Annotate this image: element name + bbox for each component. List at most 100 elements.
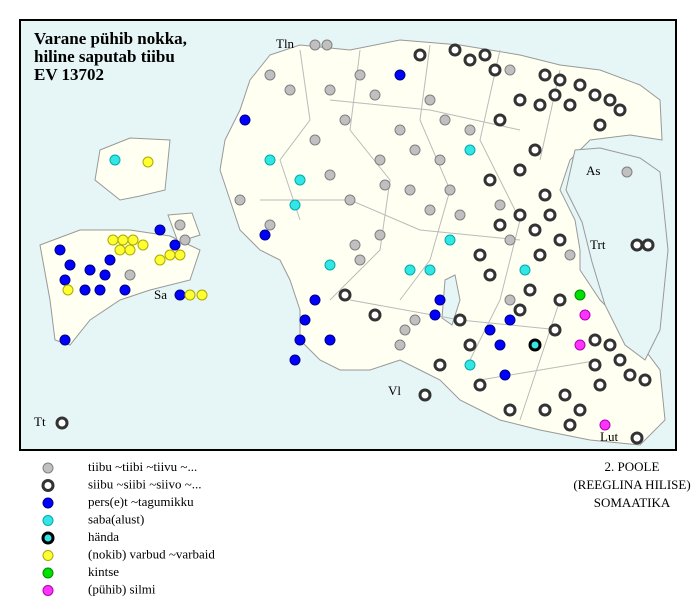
location-dot bbox=[444, 234, 456, 246]
location-dot bbox=[409, 144, 421, 156]
location-dot bbox=[234, 194, 246, 206]
location-dot bbox=[174, 219, 186, 231]
location-dot bbox=[142, 156, 154, 168]
legend-symbol bbox=[41, 531, 55, 545]
place-label: Vl bbox=[388, 383, 401, 398]
location-dot bbox=[528, 338, 542, 352]
location-dot bbox=[543, 208, 557, 222]
location-dot bbox=[513, 208, 527, 222]
location-dot bbox=[528, 143, 542, 157]
location-dot bbox=[463, 53, 477, 67]
location-dot bbox=[630, 431, 644, 445]
location-dot bbox=[434, 154, 446, 166]
location-dot bbox=[464, 124, 476, 136]
location-dot bbox=[494, 339, 506, 351]
location-dot bbox=[169, 239, 181, 251]
location-dot bbox=[124, 244, 136, 256]
location-dot bbox=[354, 254, 366, 266]
location-dot bbox=[444, 184, 456, 196]
location-dot bbox=[548, 88, 562, 102]
location-dot bbox=[464, 144, 476, 156]
location-dot bbox=[349, 239, 361, 251]
note: 2. POOLE bbox=[605, 459, 660, 474]
location-dot bbox=[574, 289, 586, 301]
location-dot bbox=[588, 88, 602, 102]
legend-symbol bbox=[41, 479, 55, 492]
location-dot bbox=[174, 249, 186, 261]
location-dot bbox=[533, 248, 547, 262]
location-dot bbox=[294, 174, 306, 186]
location-dot bbox=[424, 204, 436, 216]
place-label: Tt bbox=[34, 414, 46, 429]
hiiumaa bbox=[94, 137, 171, 201]
location-dot bbox=[433, 358, 447, 372]
note: SOMAATIKA bbox=[594, 495, 671, 510]
location-dot bbox=[289, 354, 301, 366]
location-dot bbox=[638, 373, 652, 387]
location-dot bbox=[573, 403, 587, 417]
legend-label: kintse bbox=[88, 564, 119, 579]
location-dot bbox=[424, 94, 436, 106]
location-dot bbox=[504, 234, 516, 246]
location-dot bbox=[464, 359, 476, 371]
location-dot bbox=[309, 134, 321, 146]
location-dot bbox=[448, 43, 462, 57]
location-dot bbox=[533, 98, 547, 112]
place-labels: Tln As Trt Sa Vl Tt Lut bbox=[34, 36, 618, 444]
legend-label: siibu ~siibi ~siivo ~... bbox=[88, 476, 202, 491]
location-dot bbox=[369, 89, 381, 101]
location-dot bbox=[553, 293, 567, 307]
location-dot bbox=[54, 244, 66, 256]
location-dot bbox=[409, 314, 421, 326]
place-label: Sa bbox=[154, 287, 167, 302]
location-dot bbox=[413, 48, 427, 62]
location-dot bbox=[504, 64, 516, 76]
location-dot bbox=[513, 303, 527, 317]
place-label: Tln bbox=[276, 36, 295, 51]
location-dot bbox=[548, 323, 562, 337]
location-dot bbox=[299, 314, 311, 326]
location-dot bbox=[154, 224, 166, 236]
location-dot bbox=[553, 233, 567, 247]
location-dot bbox=[588, 333, 602, 347]
location-dot bbox=[418, 388, 432, 402]
location-dot bbox=[563, 98, 577, 112]
location-dot bbox=[339, 114, 351, 126]
location-dot bbox=[454, 209, 466, 221]
legend-symbol bbox=[42, 515, 54, 526]
location-dot bbox=[558, 388, 572, 402]
location-dot bbox=[473, 248, 487, 262]
location-dot bbox=[84, 264, 96, 276]
location-dot bbox=[613, 103, 627, 117]
location-dot bbox=[196, 289, 208, 301]
location-dot bbox=[574, 339, 586, 351]
location-dot bbox=[494, 199, 506, 211]
legend-symbol bbox=[42, 462, 54, 474]
legend-label: (pühib) silmi bbox=[88, 581, 156, 596]
location-dot bbox=[79, 284, 91, 296]
legend: tiibu ~tiibi ~tiivu ~... siibu ~siibi ~si… bbox=[41, 459, 215, 596]
note: (REEGLINA HILISE) bbox=[573, 477, 690, 492]
location-dot bbox=[483, 173, 497, 187]
location-dot bbox=[324, 84, 336, 96]
location-dot bbox=[538, 403, 552, 417]
location-dot bbox=[538, 68, 552, 82]
location-dot bbox=[107, 234, 119, 246]
lake-vortsjarv bbox=[441, 274, 461, 326]
location-dot bbox=[478, 48, 492, 62]
location-dot bbox=[368, 308, 382, 322]
legend-symbol bbox=[42, 497, 54, 509]
location-dot bbox=[379, 179, 391, 191]
location-dot bbox=[513, 93, 527, 107]
location-dot bbox=[154, 254, 166, 266]
location-dot bbox=[504, 314, 516, 326]
location-dot bbox=[264, 154, 276, 166]
location-dot bbox=[473, 378, 487, 392]
legend-label: hända bbox=[88, 529, 119, 544]
location-dot bbox=[429, 309, 441, 321]
location-dot bbox=[55, 416, 69, 430]
location-dot bbox=[563, 418, 577, 432]
location-dot bbox=[488, 63, 502, 77]
location-dot bbox=[324, 169, 336, 181]
location-dot bbox=[484, 324, 496, 336]
